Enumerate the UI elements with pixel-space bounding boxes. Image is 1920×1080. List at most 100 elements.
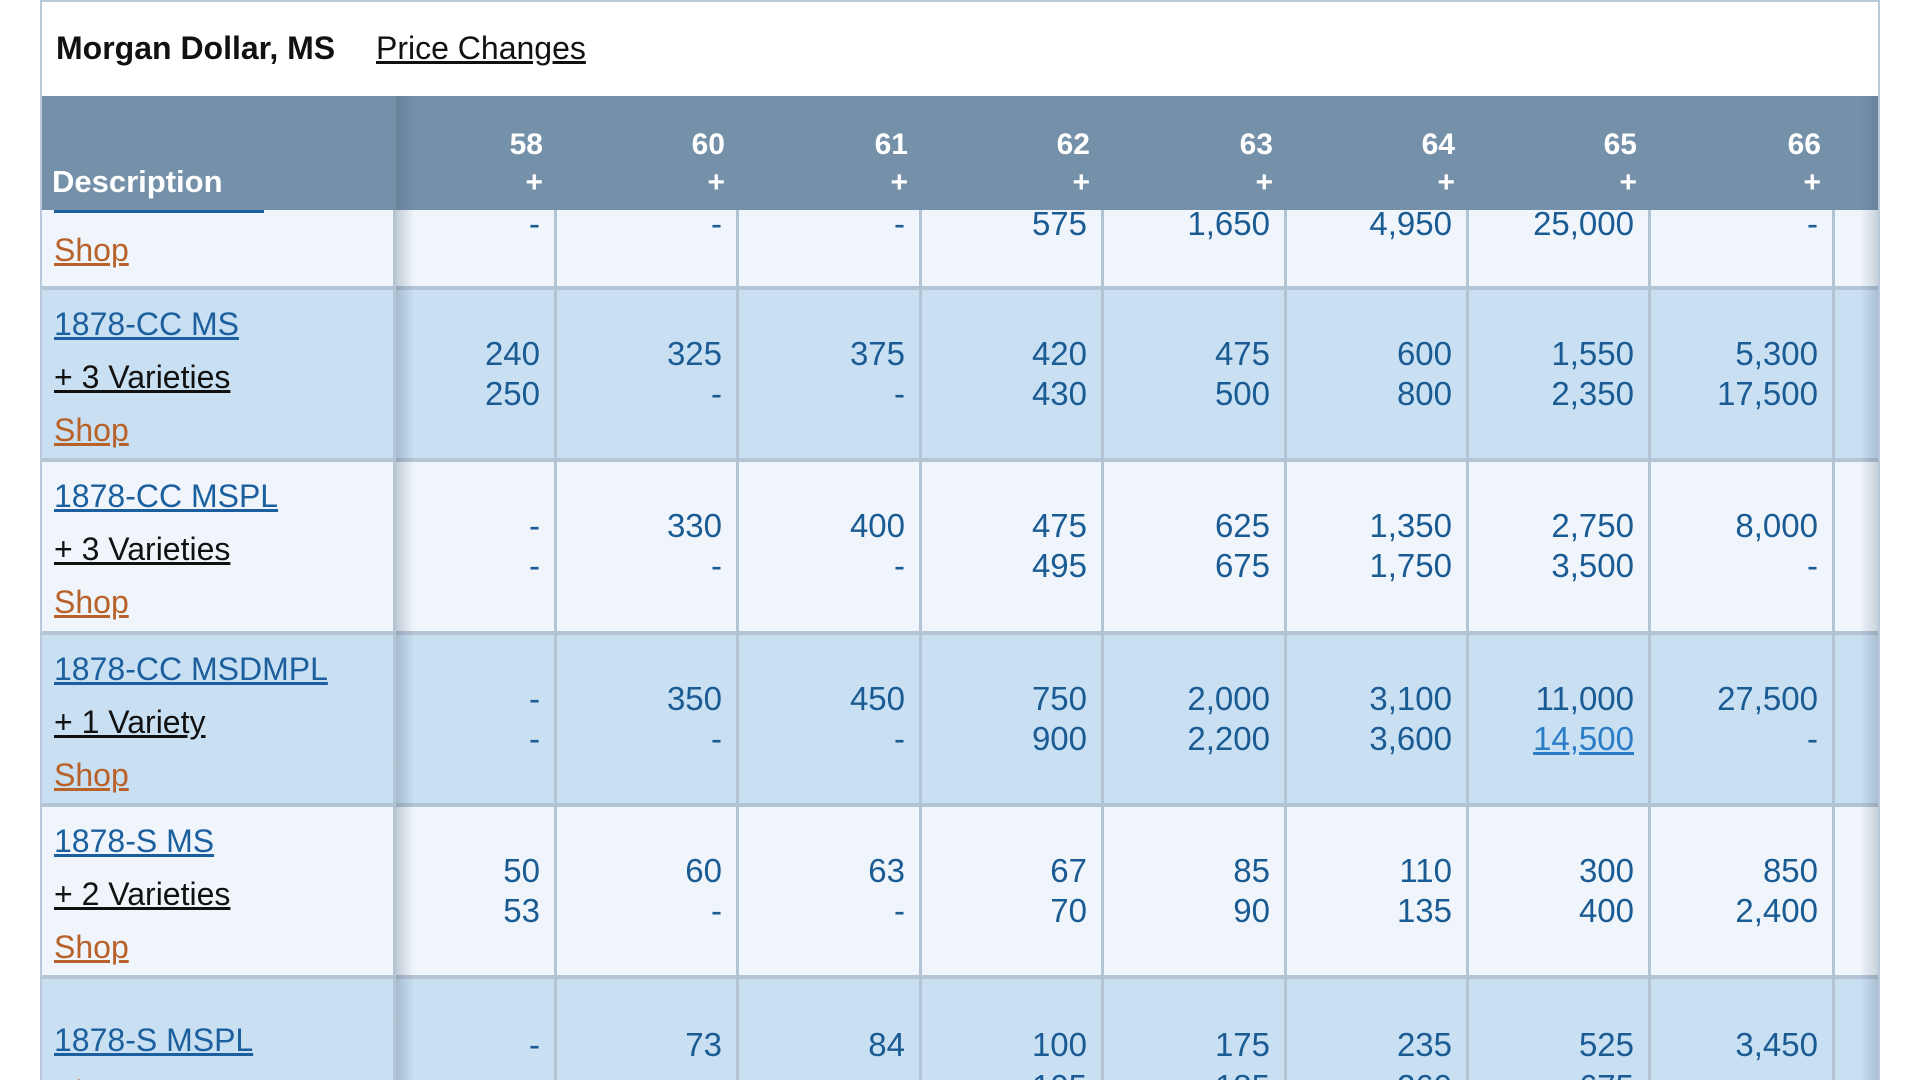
varieties-link[interactable]: + 3 Varieties xyxy=(54,359,231,395)
grade-plus: + xyxy=(1072,166,1090,199)
grade-column-header-63[interactable]: 63 + xyxy=(1104,126,1273,202)
description-cell: 1878-CC MSPL + 3 Varieties Shop xyxy=(42,462,396,631)
coin-link[interactable]: 1878-S MSPL xyxy=(54,1022,254,1058)
grade-column-header-61[interactable]: 61 + xyxy=(739,126,908,202)
price-value: 1,650 xyxy=(1187,208,1270,242)
price-value: 2,350 xyxy=(1551,375,1634,412)
price-cell-62: 575 xyxy=(922,208,1104,286)
price-cell-66: 27,500- xyxy=(1651,635,1835,803)
grade-plus: + xyxy=(1803,166,1821,199)
price-value: 750 xyxy=(1031,680,1087,717)
coin-link[interactable]: 1878-CC MSPL xyxy=(54,478,279,514)
grade-plus: + xyxy=(1619,166,1637,199)
shop-link[interactable]: Shop xyxy=(54,1073,129,1080)
description-cell: 1878-S MS + 2 Varieties Shop xyxy=(42,807,396,975)
grade-column-header-60[interactable]: 60 + xyxy=(557,126,725,202)
price-value: 1,550 xyxy=(1551,335,1634,372)
grade-column-header-66[interactable]: 66 + xyxy=(1651,126,1821,202)
table-row: 1878-CC MS + 3 Varieties Shop 240 250 325-375… xyxy=(42,290,1878,462)
description-column-header[interactable]: Description xyxy=(52,164,223,199)
price-value: 900 xyxy=(1031,720,1087,757)
price-cell-58: 50 53 xyxy=(396,807,557,975)
price-value: 850 xyxy=(1762,852,1818,889)
table-row: 1878-S MS + 2 Varieties Shop 50 53 60-63-67 70… xyxy=(42,807,1878,979)
price-value: 175 xyxy=(1214,1026,1270,1063)
table-header: Description 58 +60 +61 +62 +63 +64 +65 +66 + xyxy=(42,96,1878,210)
price-value: 350 xyxy=(666,680,722,717)
price-cell-58: - xyxy=(396,979,557,1080)
coin-link[interactable]: 1878-CC MS xyxy=(54,306,239,342)
table-row: 1878-CC MSDMPL + 1 Variety Shop - -350-450-7… xyxy=(42,635,1878,807)
price-value: 1,750 xyxy=(1369,547,1452,584)
price-value: 400 xyxy=(849,507,905,544)
price-value: 495 xyxy=(1031,547,1087,584)
price-value: 260 xyxy=(1397,1068,1452,1080)
price-value: - xyxy=(529,507,540,544)
grade-label: 58 xyxy=(509,128,543,161)
price-value: 250 xyxy=(484,375,540,412)
grade-column-header-62[interactable]: 62 + xyxy=(922,126,1090,202)
grade-label: 63 xyxy=(1239,128,1273,161)
price-value: 525 xyxy=(1578,1026,1634,1063)
price-value: 11,000 xyxy=(1535,680,1634,717)
price-value: 3,500 xyxy=(1551,547,1634,584)
shop-link[interactable]: Shop xyxy=(54,232,129,268)
price-value: 3,600 xyxy=(1369,720,1452,757)
price-cell-63: 2,000 2,200 xyxy=(1104,635,1287,803)
price-value-link[interactable]: 14,500 xyxy=(1533,720,1634,757)
coin-link[interactable]: 1878-CC MSDMPL xyxy=(54,651,328,687)
shop-link[interactable]: Shop xyxy=(54,584,129,620)
spacer-cell xyxy=(1835,807,1878,975)
price-value: 25,000 xyxy=(1533,208,1634,242)
price-value: - xyxy=(894,720,905,757)
varieties-link[interactable]: + 1 Variety xyxy=(54,704,206,740)
price-cell-62: 475 495 xyxy=(922,462,1104,631)
price-cell-58: -- xyxy=(396,462,557,631)
spacer-cell xyxy=(1835,462,1878,631)
grade-column-header-64[interactable]: 64 + xyxy=(1287,126,1455,202)
price-value: 235 xyxy=(1396,1026,1452,1063)
price-changes-link[interactable]: Price Changes xyxy=(376,30,586,66)
price-cell-66: 8,000- xyxy=(1651,462,1835,631)
page-title: Morgan Dollar, MS xyxy=(56,30,336,66)
price-value: 100 xyxy=(1031,1026,1087,1063)
shop-link[interactable]: Shop xyxy=(54,757,129,793)
price-cell-61: 450- xyxy=(739,635,922,803)
price-cell-61: 400- xyxy=(739,462,922,631)
grade-plus: + xyxy=(707,166,725,199)
link-underline[interactable] xyxy=(54,210,264,213)
price-value: - xyxy=(529,680,540,717)
shop-link[interactable]: Shop xyxy=(54,929,129,965)
price-value: - xyxy=(529,720,540,757)
price-value: - xyxy=(894,892,905,929)
grade-column-header-58[interactable]: 58 + xyxy=(396,126,543,202)
grade-label: 64 xyxy=(1421,128,1455,161)
description-cell: Shop xyxy=(42,208,396,286)
table-row: 1878-S MSPLShop-738410010517518523526052… xyxy=(42,979,1878,1080)
coin-link[interactable]: 1878-S MS xyxy=(54,823,215,859)
grade-label: 62 xyxy=(1056,128,1090,161)
price-value: - xyxy=(711,208,722,242)
price-cell-66: 5,300 17,500 xyxy=(1651,290,1835,458)
shop-link[interactable]: Shop xyxy=(54,412,129,448)
price-cell-63: 625 675 xyxy=(1104,462,1287,631)
price-cell-64: 600 800 xyxy=(1287,290,1469,458)
grade-plus: + xyxy=(1255,166,1273,199)
varieties-link[interactable]: + 2 Varieties xyxy=(54,876,231,912)
price-value: 50 xyxy=(503,852,540,889)
price-value: - xyxy=(529,547,540,584)
grade-plus: + xyxy=(525,166,543,199)
price-value: 2,750 xyxy=(1551,507,1634,544)
price-cell-61: - xyxy=(739,208,922,286)
description-cell: 1878-S MSPL Shop xyxy=(42,979,396,1080)
varieties-link[interactable]: + 3 Varieties xyxy=(54,531,231,567)
price-cell-66: 850 2,400 xyxy=(1651,807,1835,975)
price-value: 420 xyxy=(1031,335,1087,372)
price-value: 2,000 xyxy=(1187,680,1270,717)
grade-label: 66 xyxy=(1787,128,1821,161)
table-row: Shop - - - 575 1,650 4,950 25,000 - xyxy=(42,208,1878,290)
price-value: - xyxy=(711,720,722,757)
grade-column-header-65[interactable]: 65 + xyxy=(1469,126,1637,202)
price-value: 84 xyxy=(868,1026,905,1063)
price-value: 110 xyxy=(1399,852,1452,889)
